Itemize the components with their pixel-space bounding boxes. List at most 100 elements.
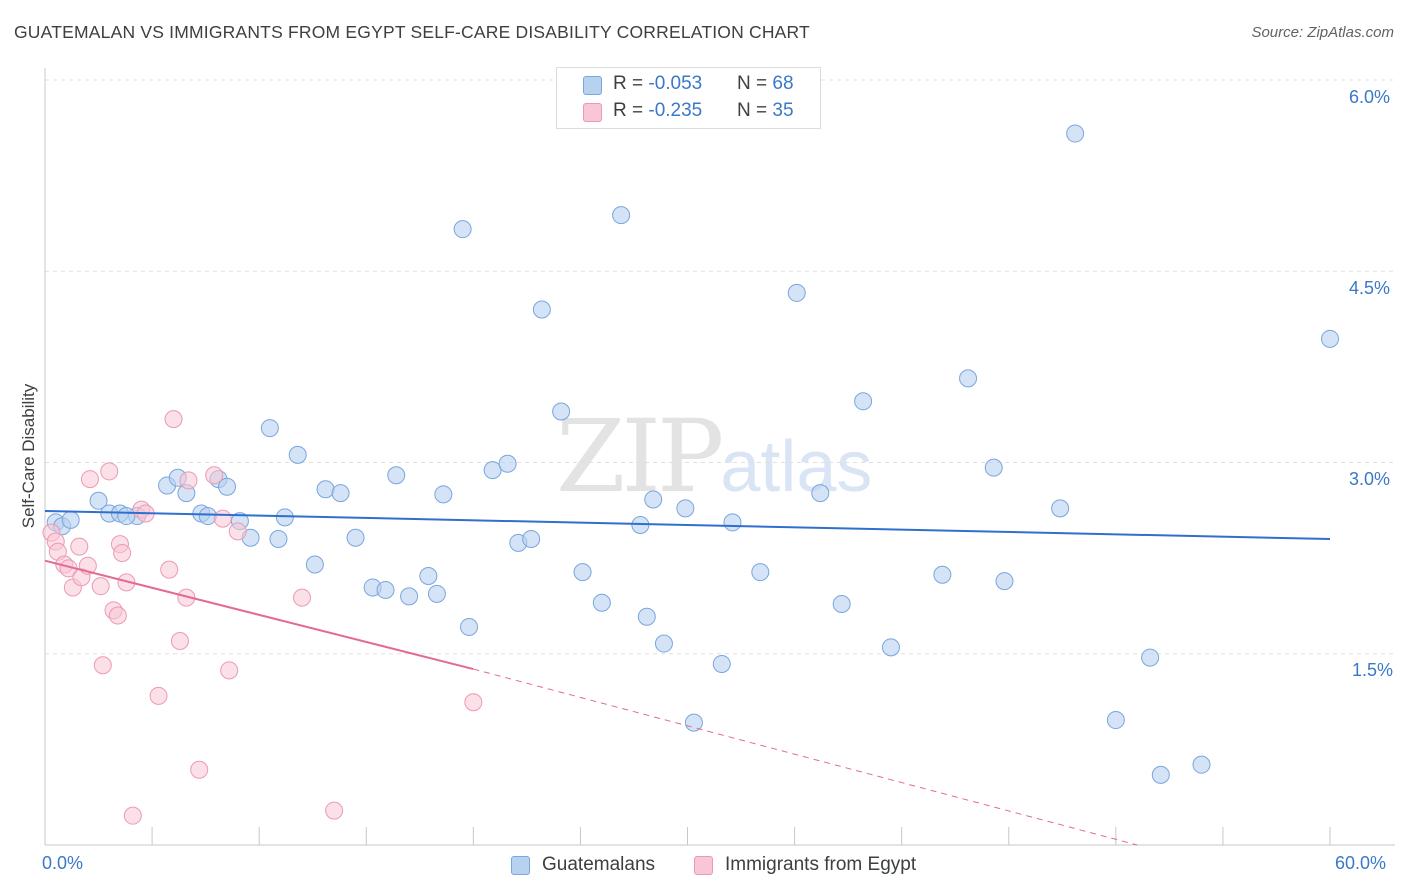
guatemalan-point <box>260 419 279 438</box>
pink-swatch-icon <box>583 103 602 122</box>
guatemalan-point <box>117 507 136 526</box>
guatemalan-point <box>959 369 978 388</box>
egypt-trendline-extrapolated <box>473 668 1138 846</box>
guatemalan-point <box>1192 755 1211 774</box>
y-tick-label: 3.0% <box>1349 469 1391 489</box>
y-axis-title: Self-Care Disability <box>19 383 38 529</box>
guatemalan-point <box>712 654 731 673</box>
y-tick-label: 4.5% <box>1349 278 1391 298</box>
egypt-point <box>160 560 179 579</box>
guatemalan-point <box>288 445 307 464</box>
guatemalan-point <box>684 713 703 732</box>
guatemalan-point <box>453 220 472 239</box>
guatemalan-point <box>995 572 1014 591</box>
guatemalan-point <box>483 461 502 480</box>
guatemalan-point <box>305 555 324 574</box>
n-label: N = <box>737 73 773 94</box>
guatemalan-point <box>1066 124 1085 143</box>
egypt-point <box>164 410 183 429</box>
pink-swatch-icon <box>694 855 713 875</box>
blue-swatch-icon <box>583 76 602 95</box>
guatemalan-point <box>198 507 217 526</box>
egypt-point <box>213 509 232 528</box>
n-value: 68 <box>772 73 794 94</box>
egypt-point <box>464 693 483 712</box>
blue-swatch-icon <box>511 855 530 875</box>
r-label: R = <box>613 100 649 121</box>
egypt-point <box>100 462 119 481</box>
guatemalan-point <box>387 466 406 485</box>
y-tick-label: 1.5% <box>1352 660 1394 680</box>
egypt-point <box>220 661 239 680</box>
watermark-atlas: atlas <box>720 427 873 507</box>
watermark: ZIPatlas <box>556 398 872 515</box>
chart-legend: Guatemalans Immigrants from Egypt <box>0 850 1406 880</box>
guatemalan-point <box>984 458 1003 477</box>
guatemalan-point <box>400 587 419 606</box>
guatemalan-point <box>612 206 631 225</box>
guatemalan-point <box>811 484 830 503</box>
egypt-point <box>117 573 136 592</box>
source-credit: Source: ZipAtlas.com <box>1251 24 1394 41</box>
egypt-point <box>170 632 189 650</box>
watermark-zip: ZIP <box>556 398 724 515</box>
guatemalan-trendline <box>44 509 1331 540</box>
egypt-point <box>80 470 99 489</box>
guatemalan-point <box>1106 711 1125 730</box>
n-label: N = <box>737 100 773 121</box>
egypt-point <box>108 606 127 625</box>
guatemalan-point <box>434 485 453 504</box>
legend-label: Immigrants from Egypt <box>725 854 917 875</box>
legend-item-egypt[interactable]: Immigrants from Egypt <box>694 854 916 876</box>
legend-label: Guatemalans <box>542 854 656 875</box>
egypt-point <box>113 544 132 563</box>
guatemalan-point <box>644 490 663 509</box>
guatemalan-point <box>89 491 108 510</box>
guatemalan-point <box>316 480 335 499</box>
guatemalan-point <box>419 566 438 585</box>
guatemalan-point <box>376 581 395 599</box>
guatemalan-point <box>751 563 770 582</box>
egypt-point <box>91 577 110 596</box>
r-value: -0.235 <box>648 100 703 121</box>
guatemalan-point <box>1141 648 1160 667</box>
guatemalan-point <box>676 499 695 518</box>
guatemalan-point <box>61 510 80 529</box>
n-value: 35 <box>772 100 794 121</box>
guatemalan-point <box>573 563 592 582</box>
guatemalan-point <box>654 634 673 653</box>
egypt-point <box>228 522 247 541</box>
guatemalan-point <box>460 617 479 636</box>
guatemalan-point <box>854 392 873 411</box>
guatemalan-point <box>552 402 571 421</box>
legend-item-guatemalans[interactable]: Guatemalans <box>511 854 655 876</box>
guatemalan-point <box>275 508 294 527</box>
guatemalan-point <box>532 300 551 319</box>
egypt-point <box>190 760 209 779</box>
guatemalan-point <box>637 607 656 626</box>
r-value: -0.053 <box>648 73 703 94</box>
guatemalan-point <box>832 595 851 614</box>
guatemalan-point <box>331 484 350 503</box>
guatemalan-point <box>218 477 237 496</box>
guatemalan-point <box>723 513 742 532</box>
guatemalan-point <box>427 584 446 603</box>
egypt-point <box>70 537 89 556</box>
guatemalan-point <box>522 530 541 548</box>
guatemalan-point <box>592 593 611 612</box>
guatemalan-point <box>933 565 952 584</box>
guatemalan-point <box>1051 499 1070 518</box>
egypt-point <box>149 686 168 705</box>
correlation-stats-box: R = -0.053 N = 68 R = -0.235 N = 35 <box>556 67 821 129</box>
egypt-trendline <box>44 559 474 671</box>
guatemalan-point <box>1151 765 1170 784</box>
guatemalan-point <box>881 638 900 657</box>
egypt-point <box>179 471 198 490</box>
egypt-point <box>325 801 344 820</box>
y-tick-label: 6.0% <box>1349 87 1391 107</box>
egypt-point <box>123 806 142 825</box>
guatemalan-point <box>1321 329 1339 348</box>
guatemalan-point <box>269 530 288 548</box>
guatemalan-point <box>346 528 365 547</box>
